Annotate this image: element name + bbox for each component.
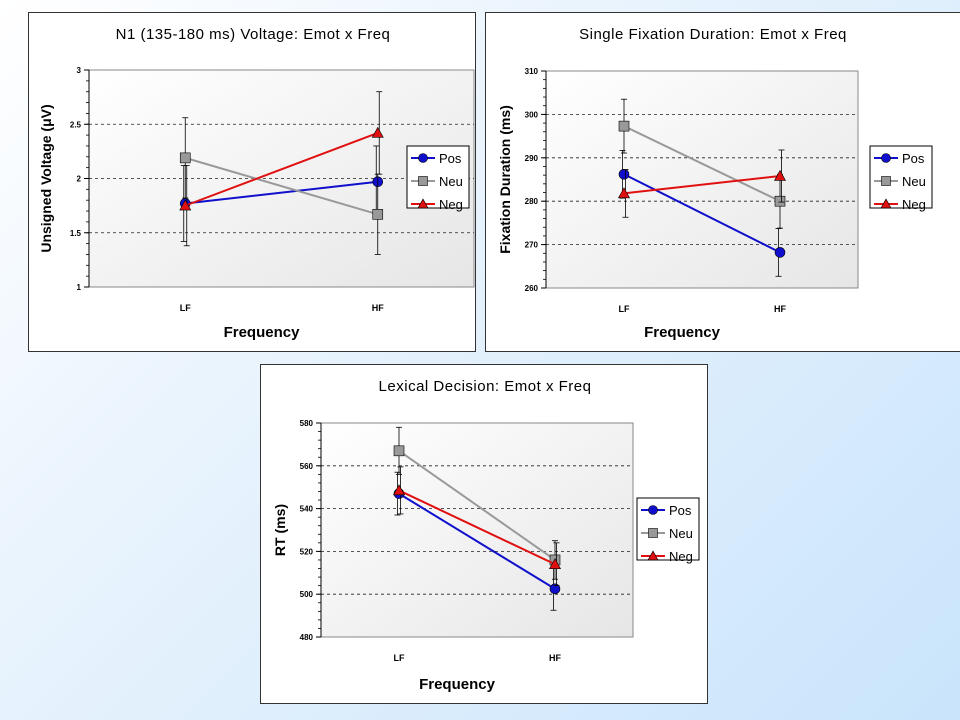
plot-area	[320, 422, 634, 638]
series-line-neu	[623, 125, 781, 203]
series-neg	[179, 91, 384, 247]
series-neu	[179, 117, 384, 255]
legend-marker-neu	[648, 528, 658, 538]
legend-label: Neu	[669, 526, 693, 541]
data-point-neu	[618, 120, 630, 132]
series-line-neu	[398, 450, 556, 561]
y-axis-title: Fixation Duration (ms)	[497, 105, 513, 254]
y-tick-label: 500	[300, 590, 314, 599]
y-tick-label: 2.5	[70, 120, 82, 129]
data-point-pos	[549, 583, 561, 595]
y-tick-label: 260	[525, 284, 539, 293]
legend-label: Pos	[902, 151, 925, 166]
legend-marker-pos	[418, 153, 428, 163]
data-point-neu	[372, 209, 384, 220]
chart-panel-fixation-duration: Single Fixation Duration: Emot x Freq 260…	[485, 12, 960, 352]
x-tick-label: HF	[549, 653, 561, 663]
chart-svg-lexical-decision: Lexical Decision: Emot x Freq 480 500 520 54…	[272, 378, 700, 693]
series-neg	[617, 149, 787, 218]
legend-label: Neu	[902, 174, 926, 189]
legend-label: Pos	[669, 503, 692, 518]
data-point-neg	[548, 558, 562, 569]
x-tick-label: LF	[180, 303, 191, 313]
legend-marker-neu	[418, 176, 428, 186]
y-tick-label: 520	[300, 547, 314, 556]
data-point-neg	[179, 199, 192, 211]
series-line-pos	[398, 492, 556, 590]
data-point-neg	[773, 169, 787, 181]
x-tick-label: LF	[619, 304, 630, 314]
series-neu	[618, 98, 786, 229]
y-tick-label: 2	[77, 175, 82, 184]
data-point-neu	[774, 195, 786, 207]
series-line-pos	[185, 180, 378, 205]
data-point-pos	[618, 168, 630, 180]
y-tick-label: 3	[77, 66, 82, 75]
legend-marker-neg	[417, 198, 429, 209]
y-axis-title: RT (ms)	[272, 504, 288, 556]
data-point-neu	[179, 152, 191, 164]
x-axis-title: Frequency	[224, 324, 301, 341]
legend-label: Neg	[439, 197, 463, 212]
y-tick-label: 300	[525, 110, 539, 119]
chart-panel-n1-voltage: N1 (135-180 ms) Voltage: Emot x Freq 1 1.5…	[28, 12, 476, 352]
x-axis-title: Frequency	[419, 676, 496, 693]
y-tick-label: 280	[525, 197, 539, 206]
legend-marker-neg	[647, 550, 659, 561]
chart-svg-fixation-duration: Single Fixation Duration: Emot x Freq 260…	[497, 26, 933, 341]
plot-area	[545, 70, 859, 289]
y-tick-label: 540	[300, 505, 314, 514]
data-point-neg	[371, 126, 384, 138]
chart-title: Lexical Decision: Emot x Freq	[379, 378, 592, 395]
x-axis-title: Frequency	[644, 324, 721, 341]
legend-box	[406, 145, 470, 209]
x-tick-label: HF	[372, 303, 384, 313]
series-line-pos	[623, 173, 781, 254]
series-line-neg	[398, 489, 556, 566]
y-axis-title: Unsigned Voltage (μV)	[38, 104, 54, 252]
y-tick-label: 1.5	[70, 229, 82, 238]
series-line-neg	[623, 175, 781, 195]
legend-marker-pos	[881, 153, 891, 163]
series-pos	[618, 150, 786, 277]
legend-label: Neg	[669, 549, 693, 564]
legend: Pos Neu Neg	[406, 145, 470, 212]
x-tick-label: LF	[394, 653, 405, 663]
y-tick-label: 270	[525, 241, 539, 250]
y-tick-label: 310	[525, 67, 539, 76]
legend-box	[636, 497, 700, 561]
legend: Pos Neu Neg	[636, 497, 700, 564]
legend: Pos Neu Neg	[869, 145, 933, 212]
y-tick-label: 580	[300, 419, 314, 428]
y-tick-label: 1	[77, 283, 82, 292]
chart-panel-lexical-decision: Lexical Decision: Emot x Freq 480 500 520 54…	[260, 364, 708, 704]
y-tick-label: 480	[300, 633, 314, 642]
y-tick-label: 290	[525, 154, 539, 163]
legend-marker-pos	[648, 505, 658, 515]
series-line-neg	[184, 131, 379, 207]
legend-marker-neg	[880, 198, 892, 209]
data-point-pos	[774, 247, 786, 258]
series-neg	[392, 466, 562, 587]
y-tick-label: 560	[300, 462, 314, 471]
chart-svg-n1-voltage: N1 (135-180 ms) Voltage: Emot x Freq 1 1.5…	[38, 26, 475, 341]
data-point-neg	[617, 187, 631, 199]
data-point-neu	[393, 445, 405, 457]
series-line-neu	[184, 156, 379, 216]
data-point-neg	[392, 484, 406, 496]
legend-marker-neu	[881, 176, 891, 186]
legend-label: Pos	[439, 151, 462, 166]
legend-label: Neu	[439, 174, 463, 189]
x-tick-label: HF	[774, 304, 786, 314]
chart-title: N1 (135-180 ms) Voltage: Emot x Freq	[116, 26, 391, 43]
legend-box	[869, 145, 933, 209]
chart-title: Single Fixation Duration: Emot x Freq	[579, 26, 847, 43]
legend-label: Neg	[902, 197, 926, 212]
